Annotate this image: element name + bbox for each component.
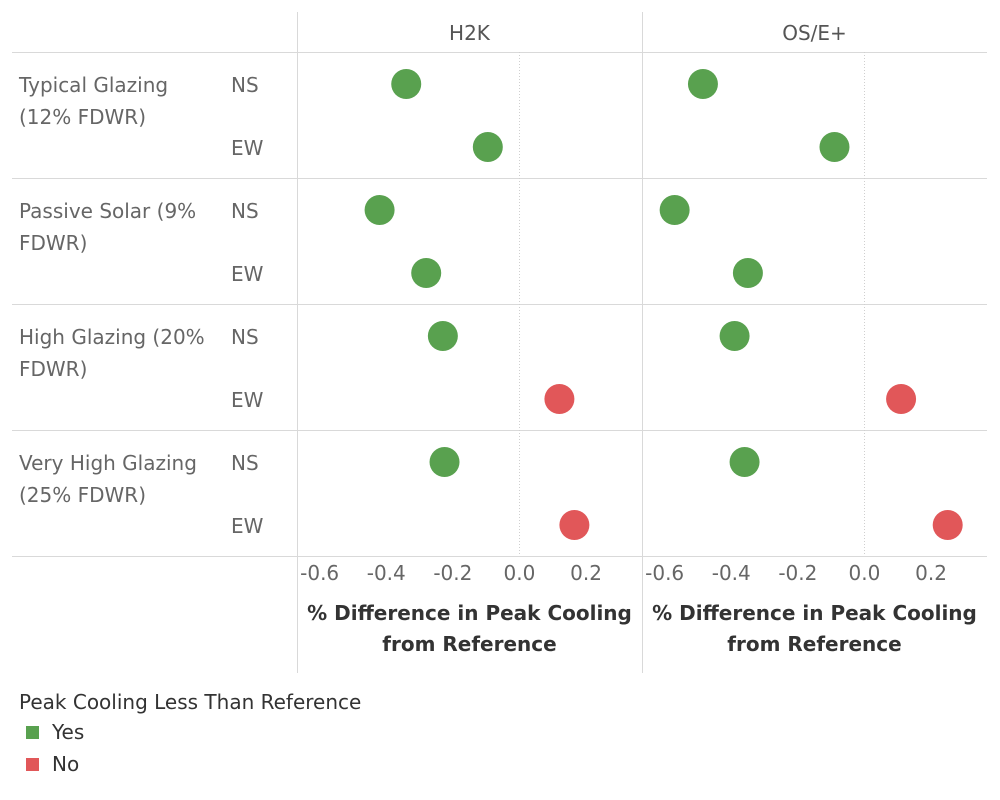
panel-headers: H2K OS/E+ (449, 21, 847, 45)
x-tick-label: -0.6 (300, 561, 339, 585)
data-point-ose-1-ns (659, 195, 690, 225)
legend-swatch-no (26, 757, 39, 771)
row-group-label: FDWR) (19, 357, 87, 381)
row-group-label: FDWR) (19, 231, 87, 255)
data-points (364, 69, 963, 540)
x-tick-label: 0.0 (849, 561, 881, 585)
x-tick-label: -0.2 (433, 561, 472, 585)
x-tick-label: 0.2 (570, 561, 602, 585)
data-point-ose-2-ns (719, 321, 750, 351)
legend-item-no: No (19, 748, 361, 780)
x-axis-title: from Reference (382, 632, 556, 656)
x-tick-label: -0.4 (367, 561, 406, 585)
orientation-label: NS (231, 199, 259, 223)
orientation-label: EW (231, 136, 264, 160)
legend-label-no: No (52, 752, 80, 776)
chart-frame (12, 12, 987, 673)
x-tick-label: 0.0 (504, 561, 536, 585)
data-point-h2k-1-ew (411, 258, 442, 288)
orientation-label: NS (231, 451, 259, 475)
x-axis-title: % Difference in Peak Cooling (307, 601, 632, 625)
orientation-label: EW (231, 514, 264, 538)
x-axis-title: from Reference (727, 632, 901, 656)
legend-label-yes: Yes (52, 720, 85, 744)
data-point-ose-1-ew (732, 258, 763, 288)
x-axes: -0.6 -0.4 -0.2 0.0 0.2 % Difference in Peak C… (300, 561, 977, 656)
x-tick-label: 0.2 (915, 561, 947, 585)
legend: Peak Cooling Less Than Reference Yes No (19, 690, 361, 780)
panel-header: OS/E+ (782, 21, 847, 45)
x-axis-title: % Difference in Peak Cooling (652, 601, 977, 625)
data-point-ose-0-ns (687, 69, 718, 99)
data-point-ose-3-ns (729, 447, 760, 477)
x-tick-label: -0.6 (645, 561, 684, 585)
orientation-label: EW (231, 262, 264, 286)
row-group-label: Typical Glazing (18, 73, 168, 97)
row-group-label: High Glazing (20% (19, 325, 205, 349)
panel-header: H2K (449, 21, 491, 45)
data-point-h2k-0-ew (472, 132, 503, 162)
row-group-label: (25% FDWR) (19, 483, 146, 507)
data-point-h2k-1-ns (364, 195, 395, 225)
orientation-label: NS (231, 325, 259, 349)
legend-item-yes: Yes (19, 716, 361, 748)
x-tick-label: -0.4 (712, 561, 751, 585)
orientation-label: EW (231, 388, 264, 412)
legend-swatch-yes (26, 725, 39, 739)
row-group-label: Very High Glazing (19, 451, 197, 475)
row-group-label: Passive Solar (9% (19, 199, 196, 223)
data-point-h2k-0-ns (391, 69, 422, 99)
data-point-ose-0-ew (819, 132, 850, 162)
row-labels: Typical Glazing (12% FDWR) NS EW Passive Sol… (18, 73, 264, 538)
data-point-ose-3-ew (932, 510, 963, 540)
data-point-ose-2-ew (886, 384, 917, 414)
x-tick-label: -0.2 (778, 561, 817, 585)
legend-title: Peak Cooling Less Than Reference (19, 690, 362, 714)
data-point-h2k-3-ew (559, 510, 590, 540)
data-point-h2k-2-ew (544, 384, 575, 414)
orientation-label: NS (231, 73, 259, 97)
data-point-h2k-3-ns (429, 447, 460, 477)
chart-canvas: H2K OS/E+ Typical Glazing (12% FDWR) NS EW Pa… (12, 12, 987, 673)
row-group-label: (12% FDWR) (19, 105, 146, 129)
data-point-h2k-2-ns (427, 321, 458, 351)
